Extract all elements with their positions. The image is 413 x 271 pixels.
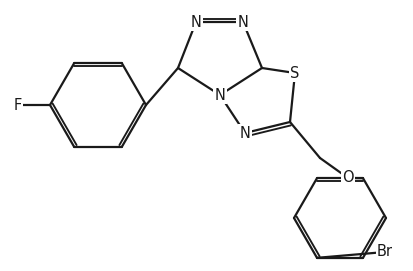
Text: N: N	[239, 125, 250, 140]
Text: N: N	[214, 88, 225, 102]
Text: S: S	[290, 66, 299, 80]
Text: O: O	[342, 170, 353, 186]
Text: F: F	[14, 98, 22, 112]
Text: N: N	[237, 15, 248, 30]
Text: Br: Br	[376, 244, 392, 260]
Text: N: N	[190, 15, 201, 30]
